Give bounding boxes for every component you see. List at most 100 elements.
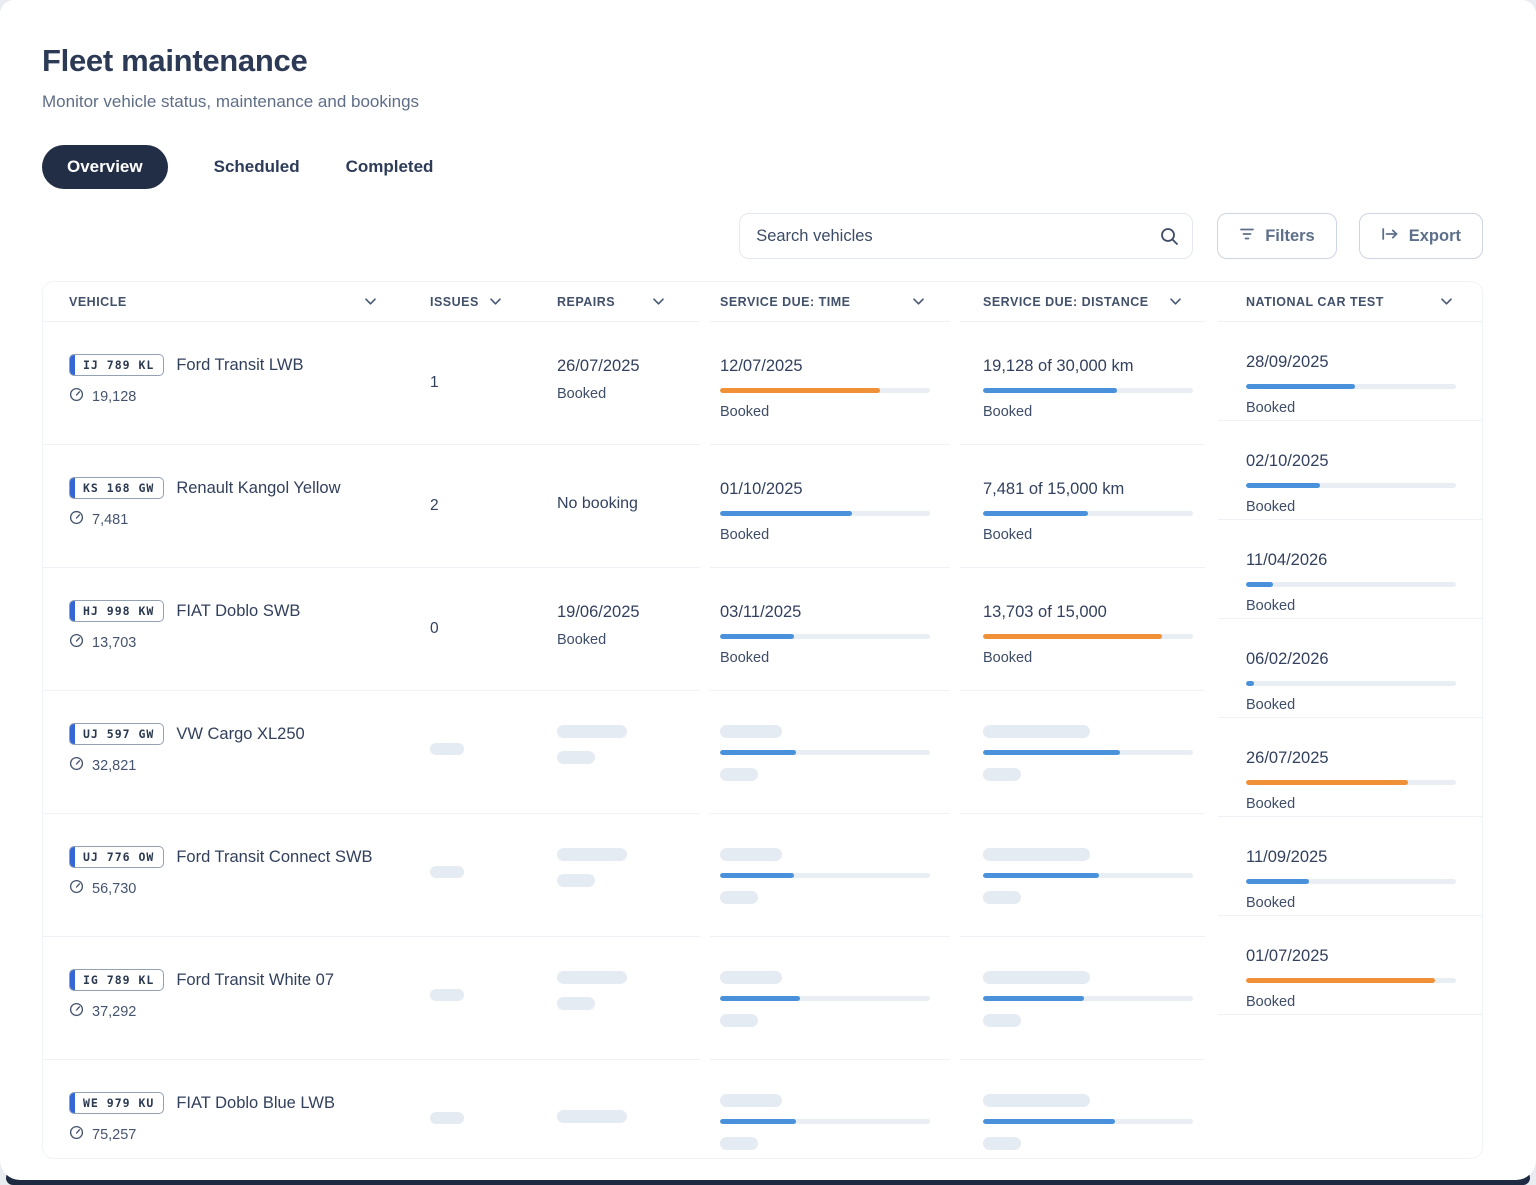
progress-bar	[720, 996, 930, 1001]
service-time-cell[interactable]	[710, 937, 950, 1060]
skeleton-pill	[983, 891, 1021, 904]
search-input[interactable]	[739, 213, 1194, 259]
service-time-cell[interactable]	[710, 814, 950, 937]
nct-status: Booked	[1246, 598, 1296, 614]
skeleton-pill	[430, 866, 464, 878]
col-header-nct-label: NATIONAL CAR TEST	[1246, 294, 1384, 309]
issues-cell	[430, 814, 557, 936]
issues-cell	[430, 691, 557, 813]
table-row[interactable]: WE 979 KU FIAT Doblo Blue LWB 75,257	[43, 1060, 700, 1158]
sort-chevron-icon[interactable]	[365, 298, 376, 305]
license-plate: UJ 597 GW	[69, 723, 165, 745]
odometer-value: 19,128	[92, 388, 137, 405]
tab-completed[interactable]: Completed	[345, 156, 434, 176]
service-time-status: Booked	[720, 527, 770, 543]
table-row[interactable]: UJ 597 GW VW Cargo XL250 32,821	[43, 691, 700, 814]
service-distance-label: 13,703 of 15,000	[983, 603, 1107, 621]
skeleton-pill	[557, 874, 595, 887]
odometer-gauge-icon	[69, 633, 84, 652]
service-distance-cell[interactable]: 13,703 of 15,000 Booked	[960, 568, 1205, 691]
progress-bar	[720, 1119, 930, 1124]
plate-number: UJ 597 GW	[83, 727, 155, 741]
tab-scheduled[interactable]: Scheduled	[213, 156, 300, 176]
export-arrow-icon	[1381, 227, 1399, 246]
sort-chevron-icon[interactable]	[490, 298, 501, 305]
skeleton-pill	[720, 891, 758, 904]
service-time-date: 01/10/2025	[720, 480, 803, 498]
skeleton-pill	[430, 1112, 464, 1124]
service-time-cell[interactable]: 03/11/2025 Booked	[710, 568, 950, 691]
service-time-status: Booked	[720, 404, 770, 420]
table-row[interactable]: HJ 998 KW FIAT Doblo SWB 13,703 0 19/06/2025…	[43, 568, 700, 691]
nct-status: Booked	[1246, 895, 1296, 911]
nct-date: 01/07/2025	[1246, 947, 1329, 965]
skeleton-pill	[557, 848, 627, 861]
table-row[interactable]: KS 168 GW Renault Kangol Yellow 7,481 2 No b…	[43, 445, 700, 568]
table-row[interactable]: IG 789 KL Ford Transit White 07 37,292	[43, 937, 700, 1060]
issues-cell: 2	[430, 445, 557, 567]
filters-button[interactable]: Filters	[1217, 213, 1337, 259]
nct-status: Booked	[1246, 499, 1296, 515]
export-button-label: Export	[1408, 226, 1461, 245]
filter-lines-icon	[1239, 227, 1255, 246]
service-distance-cell[interactable]	[960, 814, 1205, 937]
col-header-issues: ISSUES	[430, 282, 557, 322]
service-time-cell[interactable]: 12/07/2025 Booked	[710, 322, 950, 445]
table-section-nct: NATIONAL CAR TEST 28/09/2025 Booked 02/10/2…	[1218, 282, 1482, 1158]
sort-chevron-icon[interactable]	[653, 298, 664, 305]
service-time-cell[interactable]	[710, 691, 950, 814]
service-distance-cell[interactable]	[960, 691, 1205, 814]
service-time-date: 12/07/2025	[720, 357, 803, 375]
plate-number: IG 789 KL	[83, 973, 155, 987]
sort-chevron-icon[interactable]	[913, 298, 924, 305]
repairs-status: Booked	[557, 386, 607, 402]
plate-country-stripe	[70, 847, 75, 867]
skeleton-pill	[983, 1014, 1021, 1027]
sort-chevron-icon[interactable]	[1170, 298, 1181, 305]
nct-cell[interactable]: 26/07/2025 Booked	[1218, 718, 1482, 817]
progress-bar	[983, 996, 1193, 1001]
plate-country-stripe	[70, 1093, 75, 1113]
table-row[interactable]: UJ 776 OW Ford Transit Connect SWB 56,730	[43, 814, 700, 937]
skeleton-pill	[720, 848, 782, 861]
license-plate: HJ 998 KW	[69, 600, 165, 622]
service-time-cell[interactable]: 01/10/2025 Booked	[710, 445, 950, 568]
service-distance-cell[interactable]: 19,128 of 30,000 km Booked	[960, 322, 1205, 445]
repairs-cell: 26/07/2025 Booked	[557, 322, 700, 444]
nct-cell[interactable]: 28/09/2025 Booked	[1218, 322, 1482, 421]
odometer-value: 75,257	[92, 1126, 137, 1143]
table-row[interactable]: IJ 789 KL Ford Transit LWB 19,128 1 26/07/20…	[43, 322, 700, 445]
nct-status: Booked	[1246, 994, 1296, 1010]
table-section-service-time: SERVICE DUE: TIME 12/07/2025 Booked 01/10/2…	[710, 282, 950, 1158]
vehicle-name: FIAT Doblo Blue LWB	[176, 1093, 335, 1112]
nct-cell[interactable]: 01/07/2025 Booked	[1218, 916, 1482, 1015]
odometer-value: 7,481	[92, 511, 129, 528]
odometer-value: 56,730	[92, 880, 137, 897]
export-button[interactable]: Export	[1358, 213, 1483, 259]
tab-overview[interactable]: Overview	[42, 144, 168, 189]
plate-number: KS 168 GW	[83, 481, 155, 495]
col-header-vehicle: VEHICLE	[43, 282, 430, 322]
skeleton-pill	[720, 971, 782, 984]
nct-cell[interactable]: 02/10/2025 Booked	[1218, 421, 1482, 520]
vehicle-cell: WE 979 KU FIAT Doblo Blue LWB 75,257	[43, 1060, 430, 1158]
nct-cell[interactable]: 11/04/2026 Booked	[1218, 520, 1482, 619]
sort-chevron-icon[interactable]	[1441, 298, 1452, 305]
vehicle-cell: IJ 789 KL Ford Transit LWB 19,128	[43, 322, 430, 444]
service-distance-cell[interactable]	[960, 1060, 1205, 1158]
progress-bar	[720, 873, 930, 878]
service-time-cell[interactable]	[710, 1060, 950, 1158]
nct-cell[interactable]: 06/02/2026 Booked	[1218, 619, 1482, 718]
issues-cell	[430, 937, 557, 1059]
odometer-gauge-icon	[69, 1002, 84, 1021]
service-distance-cell[interactable]	[960, 937, 1205, 1060]
skeleton-pill	[720, 768, 758, 781]
service-distance-status: Booked	[983, 650, 1033, 666]
repairs-cell	[557, 1060, 700, 1158]
nct-cell[interactable]: 11/09/2025 Booked	[1218, 817, 1482, 916]
table-header-row: VEHICLE ISSUES REPAIRS	[43, 282, 700, 322]
nct-date: 11/04/2026	[1246, 551, 1328, 569]
service-distance-cell[interactable]: 7,481 of 15,000 km Booked	[960, 445, 1205, 568]
service-time-status: Booked	[720, 650, 770, 666]
